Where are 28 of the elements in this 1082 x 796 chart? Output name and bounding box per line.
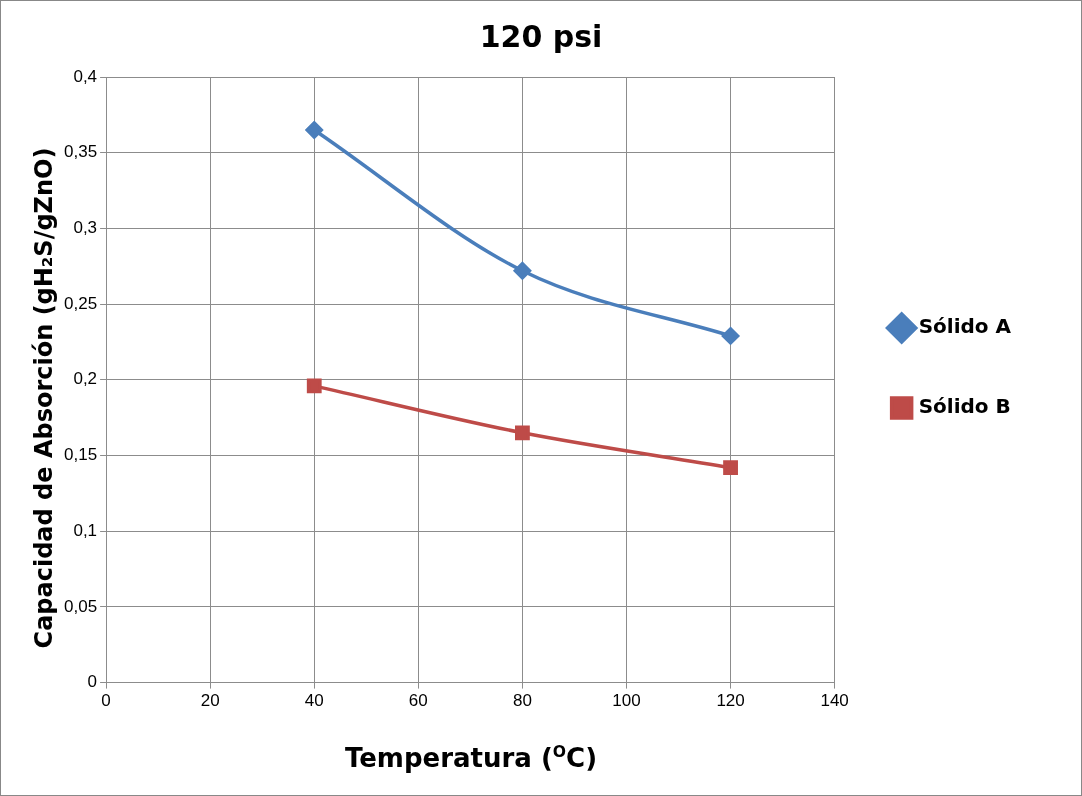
point bbox=[306, 378, 322, 394]
chart-title: 120 psi bbox=[479, 18, 603, 54]
y-tick-label: 0,2 bbox=[73, 369, 98, 389]
point bbox=[515, 425, 530, 441]
legend-label: Sólido B bbox=[918, 394, 1011, 419]
x-tick-label: 40 bbox=[304, 691, 324, 711]
y-tick-label: 0,3 bbox=[73, 218, 98, 238]
y-tick-label: 0 bbox=[87, 672, 98, 692]
y-tick-label: 0,4 bbox=[73, 66, 98, 86]
y-tick-label: 0,35 bbox=[63, 142, 98, 162]
point bbox=[305, 121, 323, 139]
y-tick-label: 0,25 bbox=[63, 293, 98, 313]
x-tick-label: 120 bbox=[716, 691, 745, 711]
x-tick-label: 140 bbox=[820, 691, 849, 711]
x-tick-label: 0 bbox=[101, 691, 111, 711]
x-tick-label: 80 bbox=[512, 691, 532, 711]
y-tick-label: 0,1 bbox=[73, 520, 98, 540]
y-axis-title: Capacidad de Absorción (gH₂S/gZnO) bbox=[30, 147, 58, 649]
x-tick-label: 20 bbox=[200, 691, 220, 711]
x-tick-label: 60 bbox=[408, 691, 428, 711]
legend-label: Sólido A bbox=[918, 314, 1012, 339]
x-tick-label: 100 bbox=[612, 691, 641, 711]
point bbox=[513, 262, 532, 280]
point bbox=[723, 460, 738, 476]
y-tick-label: 0,15 bbox=[63, 445, 98, 465]
y-tick-label: 0,05 bbox=[63, 596, 98, 616]
x-axis-title: Temperatura ($^{O}$C) bbox=[343, 743, 599, 773]
point bbox=[721, 327, 740, 345]
